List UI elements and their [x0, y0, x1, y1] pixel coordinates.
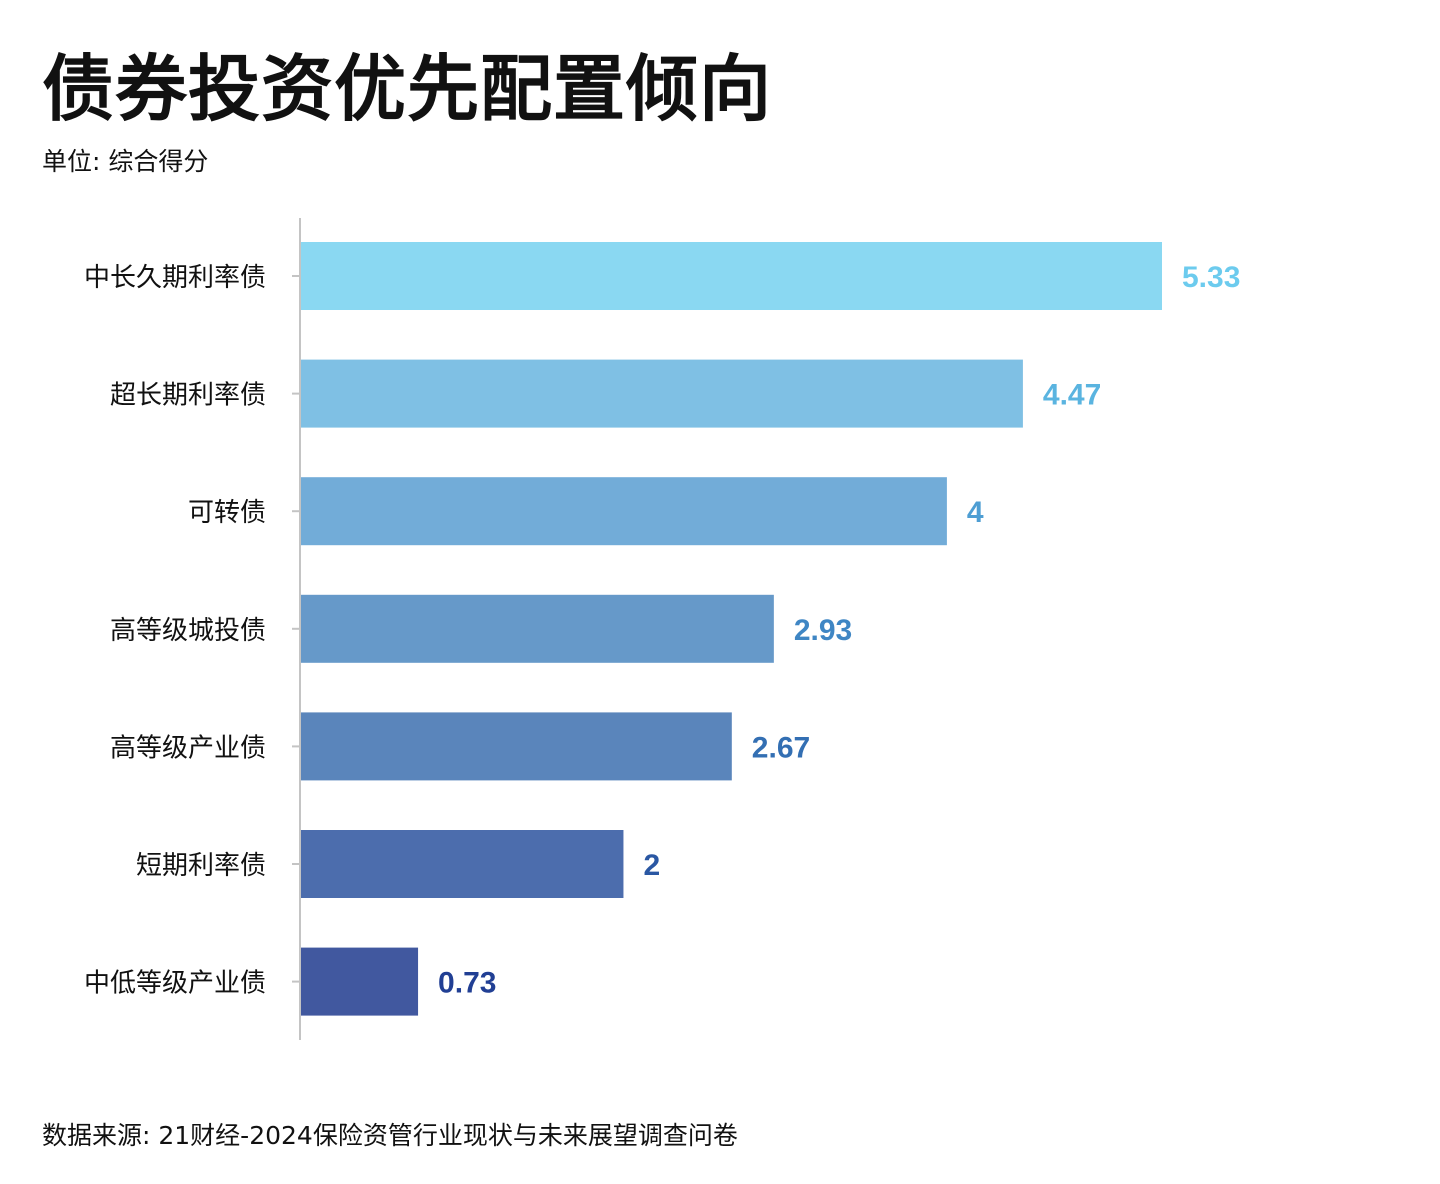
- value-label: 4: [967, 496, 984, 529]
- category-label: 高等级产业债: [110, 733, 266, 763]
- bar: [300, 830, 624, 898]
- bar: [300, 712, 732, 781]
- value-label: 0.73: [438, 967, 496, 1000]
- category-label: 超长期利率债: [110, 381, 266, 411]
- value-label: 5.33: [1182, 261, 1240, 294]
- bar: [300, 594, 774, 663]
- category-label: 高等级城投债: [110, 616, 266, 646]
- chart-title: 债券投资优先配置倾向: [42, 47, 773, 131]
- value-label: 2.93: [794, 614, 852, 647]
- value-label: 4.47: [1043, 379, 1101, 412]
- data-source: 数据来源: 21财经-2024保险资管行业现状与未来展望调查问卷: [42, 1121, 738, 1150]
- chart-unit: 单位: 综合得分: [42, 147, 209, 176]
- category-label: 中长久期利率债: [84, 263, 266, 293]
- bar: [300, 242, 1162, 310]
- category-label: 可转债: [188, 498, 266, 528]
- bar: [300, 947, 419, 1016]
- bar: [300, 477, 947, 546]
- category-label: 短期利率债: [136, 851, 266, 881]
- value-label: 2: [643, 849, 660, 882]
- bar: [300, 359, 1023, 428]
- category-label: 中低等级产业债: [84, 969, 266, 999]
- value-label: 2.67: [752, 731, 810, 764]
